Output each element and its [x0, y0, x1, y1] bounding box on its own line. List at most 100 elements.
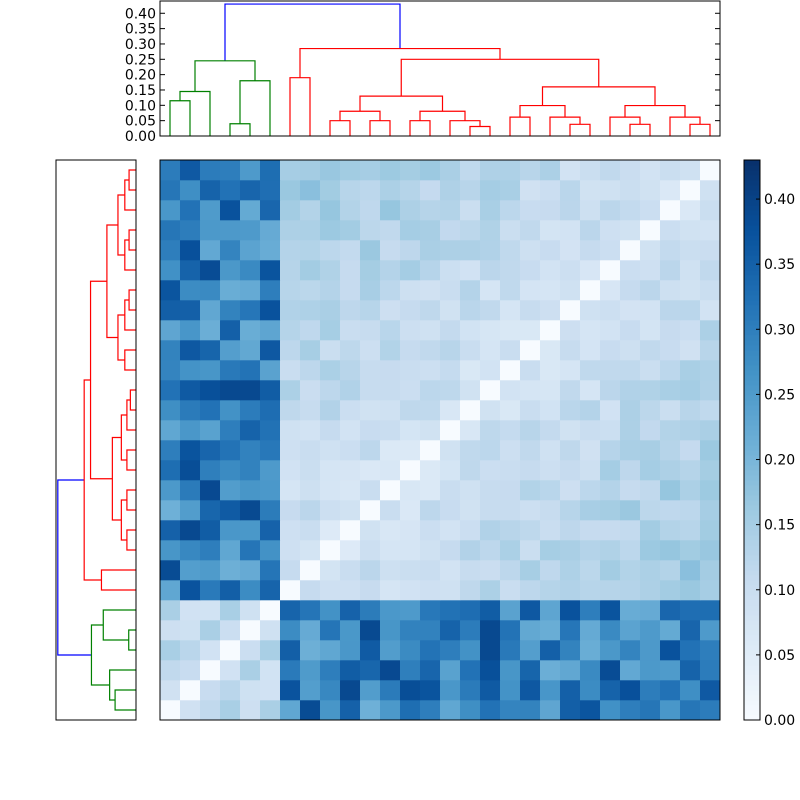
heatmap-cell	[340, 340, 361, 361]
heatmap-cell	[660, 460, 681, 481]
heatmap-cell	[180, 520, 201, 541]
colorbar-segment	[744, 295, 760, 301]
heatmap-cell	[340, 320, 361, 341]
heatmap-cell	[280, 460, 301, 481]
heatmap-cell	[360, 200, 381, 221]
heatmap-cell	[680, 280, 701, 301]
heatmap-cell	[640, 440, 661, 461]
heatmap-cell	[420, 440, 441, 461]
heatmap-cell	[300, 240, 321, 261]
colorbar-segment	[744, 470, 760, 476]
heatmap-cell	[700, 560, 721, 581]
heatmap-cell	[480, 420, 501, 441]
heatmap-cell	[540, 640, 561, 661]
dendrogram-link	[689, 123, 711, 136]
heatmap	[159, 159, 721, 721]
heatmap-cell	[620, 320, 641, 341]
colorbar-segment	[744, 305, 760, 311]
heatmap-cell	[420, 300, 441, 321]
heatmap-cell	[180, 540, 201, 561]
heatmap-cell	[660, 300, 681, 321]
heatmap-cell	[600, 560, 621, 581]
heatmap-cell	[680, 620, 701, 641]
heatmap-cell	[160, 560, 181, 581]
heatmap-cell	[460, 580, 481, 601]
heatmap-cell	[160, 600, 181, 621]
heatmap-cell	[560, 300, 581, 321]
top-axis-tick-label: 0.20	[125, 68, 156, 84]
heatmap-cell	[560, 280, 581, 301]
heatmap-cell	[680, 680, 701, 701]
top-axis-tick-label: 0.35	[125, 22, 156, 38]
heatmap-cell	[600, 220, 621, 241]
heatmap-cell	[440, 500, 461, 521]
heatmap-cell	[180, 300, 201, 321]
heatmap-cell	[600, 640, 621, 661]
colorbar-segment	[744, 375, 760, 381]
heatmap-cell	[700, 180, 721, 201]
heatmap-cell	[380, 320, 401, 341]
heatmap-cell	[400, 260, 421, 281]
heatmap-cell	[280, 180, 301, 201]
dendrogram-link	[369, 120, 391, 136]
colorbar-segment	[744, 270, 760, 276]
heatmap-cell	[640, 180, 661, 201]
heatmap-cell	[420, 660, 441, 681]
heatmap-cell	[260, 500, 281, 521]
heatmap-cell	[620, 700, 641, 721]
top-axis-tick-label: 0.00	[125, 129, 156, 145]
heatmap-cell	[680, 660, 701, 681]
heatmap-cell	[260, 400, 281, 421]
heatmap-cell	[340, 160, 361, 181]
colorbar-segment	[744, 185, 760, 191]
heatmap-cell	[340, 460, 361, 481]
heatmap-cell	[160, 320, 181, 341]
heatmap-cell	[220, 480, 241, 501]
heatmap-cell	[680, 380, 701, 401]
heatmap-cell	[560, 400, 581, 421]
heatmap-cell	[400, 700, 421, 721]
colorbar-segment	[744, 245, 760, 251]
heatmap-cell	[600, 260, 621, 281]
heatmap-cell	[420, 220, 441, 241]
heatmap-cell	[460, 500, 481, 521]
heatmap-cell	[560, 440, 581, 461]
dendrogram-link	[359, 95, 444, 112]
heatmap-cell	[700, 460, 721, 481]
heatmap-cell	[620, 400, 641, 421]
colorbar-segment	[744, 165, 760, 171]
heatmap-cell	[660, 380, 681, 401]
heatmap-cell	[560, 620, 581, 641]
dendrogram-link	[239, 80, 271, 136]
heatmap-cell	[500, 640, 521, 661]
heatmap-cell	[280, 300, 301, 321]
dendrogram-link	[129, 389, 136, 411]
heatmap-cell	[620, 380, 641, 401]
heatmap-cell	[420, 420, 441, 441]
heatmap-cell	[280, 380, 301, 401]
heatmap-cell	[240, 560, 261, 581]
heatmap-cell	[660, 280, 681, 301]
dendrogram-link	[194, 60, 256, 92]
dendrogram-link	[126, 489, 136, 511]
heatmap-cell	[160, 420, 181, 441]
colorbar-segment	[744, 680, 760, 686]
top-axis-tick-label: 0.30	[125, 37, 156, 53]
heatmap-cell	[300, 660, 321, 681]
heatmap-cell	[340, 700, 361, 721]
colorbar-segment	[744, 250, 760, 256]
heatmap-cell	[580, 500, 601, 521]
heatmap-cell	[300, 420, 321, 441]
heatmap-cell	[220, 220, 241, 241]
heatmap-cell	[600, 580, 621, 601]
heatmap-cell	[280, 680, 301, 701]
heatmap-cell	[660, 180, 681, 201]
heatmap-cell	[520, 200, 541, 221]
colorbar-segment	[744, 675, 760, 681]
heatmap-cell	[560, 520, 581, 541]
heatmap-cell	[320, 620, 341, 641]
heatmap-cell	[440, 700, 461, 721]
heatmap-cell	[480, 240, 501, 261]
heatmap-cell	[560, 660, 581, 681]
dendrogram-link	[549, 116, 581, 136]
